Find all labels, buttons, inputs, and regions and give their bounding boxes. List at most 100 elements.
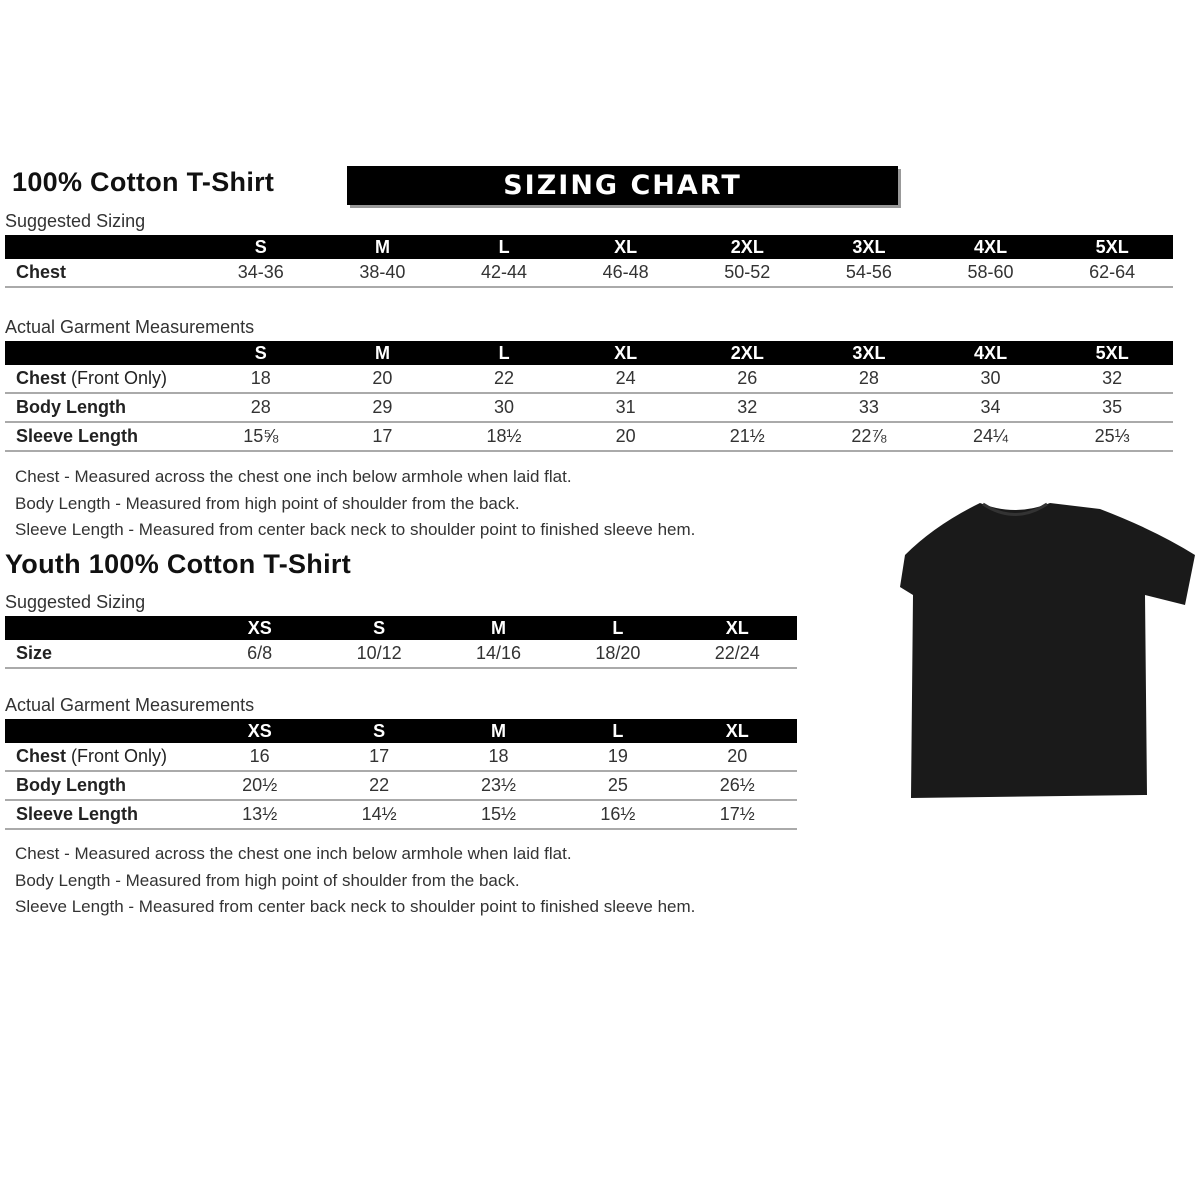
size-header: S	[319, 616, 439, 640]
table-cell: 24	[564, 365, 687, 394]
table-cell: 14½	[319, 800, 439, 830]
table-row: Chest (Front Only) 18 20 22 24 26 28 30 32	[5, 365, 1173, 394]
table-cell: 23½	[438, 771, 559, 801]
note-line: Sleeve Length - Measured from center bac…	[15, 897, 696, 916]
sizing-chart-banner: SIZING CHART	[347, 166, 898, 205]
size-header-row: XS S M L XL	[5, 719, 797, 743]
table-cell: 34	[929, 393, 1052, 423]
table-cell: 18	[438, 743, 559, 772]
table-cell: 58-60	[929, 259, 1052, 288]
size-header: 3XL	[808, 235, 930, 259]
note-line: Body Length - Measured from high point o…	[15, 870, 520, 890]
table-row: Body Length 20½ 22 23½ 25 26½	[5, 771, 797, 801]
adult-actual-table: S M L XL 2XL 3XL 4XL 5XL Chest (Front Only) 18 20 2…	[5, 341, 1173, 452]
youth-actual-table: XS S M L XL Chest (Front Only) 16 17 18 19 20 Body …	[5, 719, 797, 830]
table-cell: 42-44	[443, 259, 565, 288]
size-header: L	[443, 341, 565, 365]
table-cell: 28	[200, 393, 322, 423]
size-header: M	[321, 341, 444, 365]
adult-title: 100% Cotton T-Shirt	[12, 167, 275, 197]
size-header-row: S M L XL 2XL 3XL 4XL 5XL	[5, 235, 1173, 259]
size-header: XL	[564, 235, 687, 259]
size-header: 2XL	[686, 341, 809, 365]
table-cell: 46-48	[564, 259, 687, 288]
table-row: Body Length 28 29 30 31 32 33 34 35	[5, 393, 1173, 423]
table-cell: 17	[319, 743, 439, 772]
table-cell: 30	[443, 393, 565, 423]
size-header: L	[558, 616, 678, 640]
row-label: Body Length	[5, 771, 200, 801]
table-cell: 20½	[200, 771, 320, 801]
size-header: 3XL	[808, 341, 930, 365]
table-cell: 26	[686, 365, 809, 394]
table-cell: 30	[929, 365, 1052, 394]
size-header: M	[321, 235, 444, 259]
adult-suggested-table: S M L XL 2XL 3XL 4XL 5XL Chest 34-36 38-40 42-44 46…	[5, 235, 1173, 288]
table-cell: 21½	[686, 422, 809, 452]
note-line: Body Length - Measured from high point o…	[15, 493, 520, 513]
table-cell: 16½	[558, 800, 678, 830]
table-cell: 35	[1051, 393, 1173, 423]
size-header: S	[200, 341, 322, 365]
table-cell: 34-36	[200, 259, 322, 288]
table-cell: 14/16	[438, 640, 559, 669]
row-label: Chest	[5, 259, 200, 288]
row-label: Body Length	[5, 393, 200, 423]
tshirt-image	[900, 502, 1195, 798]
row-label: Sleeve Length	[5, 800, 200, 830]
table-cell: 25	[558, 771, 678, 801]
size-header: XS	[200, 616, 320, 640]
row-label: Sleeve Length	[5, 422, 200, 452]
table-cell: 17	[321, 422, 444, 452]
table-cell: 16	[200, 743, 320, 772]
size-header: M	[438, 719, 559, 743]
table-cell: 18½	[443, 422, 565, 452]
youth-suggested-label: Suggested Sizing	[5, 592, 146, 612]
table-row: Chest (Front Only) 16 17 18 19 20	[5, 743, 797, 772]
table-cell: 22/24	[677, 640, 797, 669]
size-header: XL	[677, 616, 797, 640]
size-header: XS	[200, 719, 320, 743]
size-header-row: XS S M L XL	[5, 616, 797, 640]
table-cell: 18/20	[558, 640, 678, 669]
size-header: M	[438, 616, 559, 640]
youth-title: Youth 100% Cotton T-Shirt	[5, 549, 351, 579]
table-cell: 38-40	[321, 259, 444, 288]
table-row: Chest 34-36 38-40 42-44 46-48 50-52 54-56 58-6…	[5, 259, 1173, 288]
table-cell: 6/8	[200, 640, 320, 669]
size-header: 4XL	[929, 235, 1052, 259]
note-line: Sleeve Length - Measured from center bac…	[15, 520, 696, 539]
size-header: 4XL	[929, 341, 1052, 365]
youth-actual-label: Actual Garment Measurements	[5, 695, 255, 715]
table-cell: 15½	[438, 800, 559, 830]
table-cell: 33	[808, 393, 930, 423]
table-cell: 18	[200, 365, 322, 394]
table-cell: 50-52	[686, 259, 809, 288]
table-cell: 20	[564, 422, 687, 452]
row-label: Size	[5, 640, 200, 669]
note-line: Chest - Measured across the chest one in…	[15, 844, 572, 863]
table-cell: 24¼	[929, 422, 1052, 452]
table-cell: 62-64	[1051, 259, 1173, 288]
size-header: S	[319, 719, 439, 743]
table-cell: 13½	[200, 800, 320, 830]
table-cell: 28	[808, 365, 930, 394]
note-line: Chest - Measured across the chest one in…	[15, 467, 572, 486]
size-header: XL	[677, 719, 797, 743]
table-cell: 31	[564, 393, 687, 423]
size-header: L	[558, 719, 678, 743]
size-header: XL	[564, 341, 687, 365]
table-cell: 26½	[677, 771, 797, 801]
size-header: 2XL	[686, 235, 809, 259]
table-cell: 19	[558, 743, 678, 772]
table-row: Sleeve Length 15⅝ 17 18½ 20 21½ 22⅞ 24¼ 25⅓	[5, 422, 1173, 452]
size-header: 5XL	[1051, 235, 1173, 259]
table-cell: 32	[686, 393, 809, 423]
table-cell: 54-56	[808, 259, 930, 288]
youth-suggested-table: XS S M L XL Size 6/8 10/12 14/16 18/20 22/24	[5, 616, 797, 669]
table-cell: 22	[319, 771, 439, 801]
table-cell: 20	[321, 365, 444, 394]
size-header: 5XL	[1051, 341, 1173, 365]
table-cell: 22	[443, 365, 565, 394]
table-cell: 32	[1051, 365, 1173, 394]
